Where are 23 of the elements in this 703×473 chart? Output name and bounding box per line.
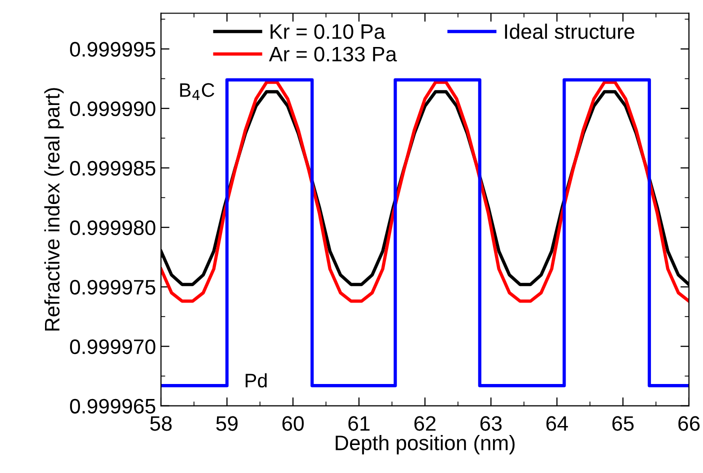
x-tick-label: 59 — [216, 416, 238, 431]
legend-label: Ar = 0.133 Pa — [268, 46, 397, 62]
x-tick-label: 65 — [612, 416, 634, 431]
x-tick-label: 58 — [150, 416, 172, 431]
annotation: Pd — [246, 373, 267, 388]
x-axis-title: Depth position (nm) — [336, 434, 515, 454]
y-tick-label: 0.999970 — [70, 339, 156, 354]
legend-label: Ideal structure — [505, 24, 634, 39]
y-tick-label: 0.999975 — [70, 280, 156, 295]
y-tick-label: 0.999990 — [70, 101, 156, 116]
x-tick-label: 60 — [282, 416, 304, 431]
y-tick-label: 0.999995 — [70, 42, 156, 57]
y-tick-label: 0.999965 — [70, 398, 156, 414]
y-tick-label: 0.999980 — [70, 220, 156, 236]
x-tick-label: 64 — [546, 416, 568, 431]
x-tick-label: 66 — [678, 416, 700, 431]
annotation: B$_{4}$C — [180, 83, 214, 100]
y-tick-label: 0.999985 — [70, 160, 156, 176]
y-axis-title: Refractive index (real part) — [44, 88, 64, 331]
legend-label: Kr = 0.10 Pa — [270, 24, 386, 39]
x-tick-label: 62 — [414, 416, 436, 431]
x-tick-label: 61 — [348, 416, 370, 431]
x-tick-label: 63 — [480, 416, 502, 431]
